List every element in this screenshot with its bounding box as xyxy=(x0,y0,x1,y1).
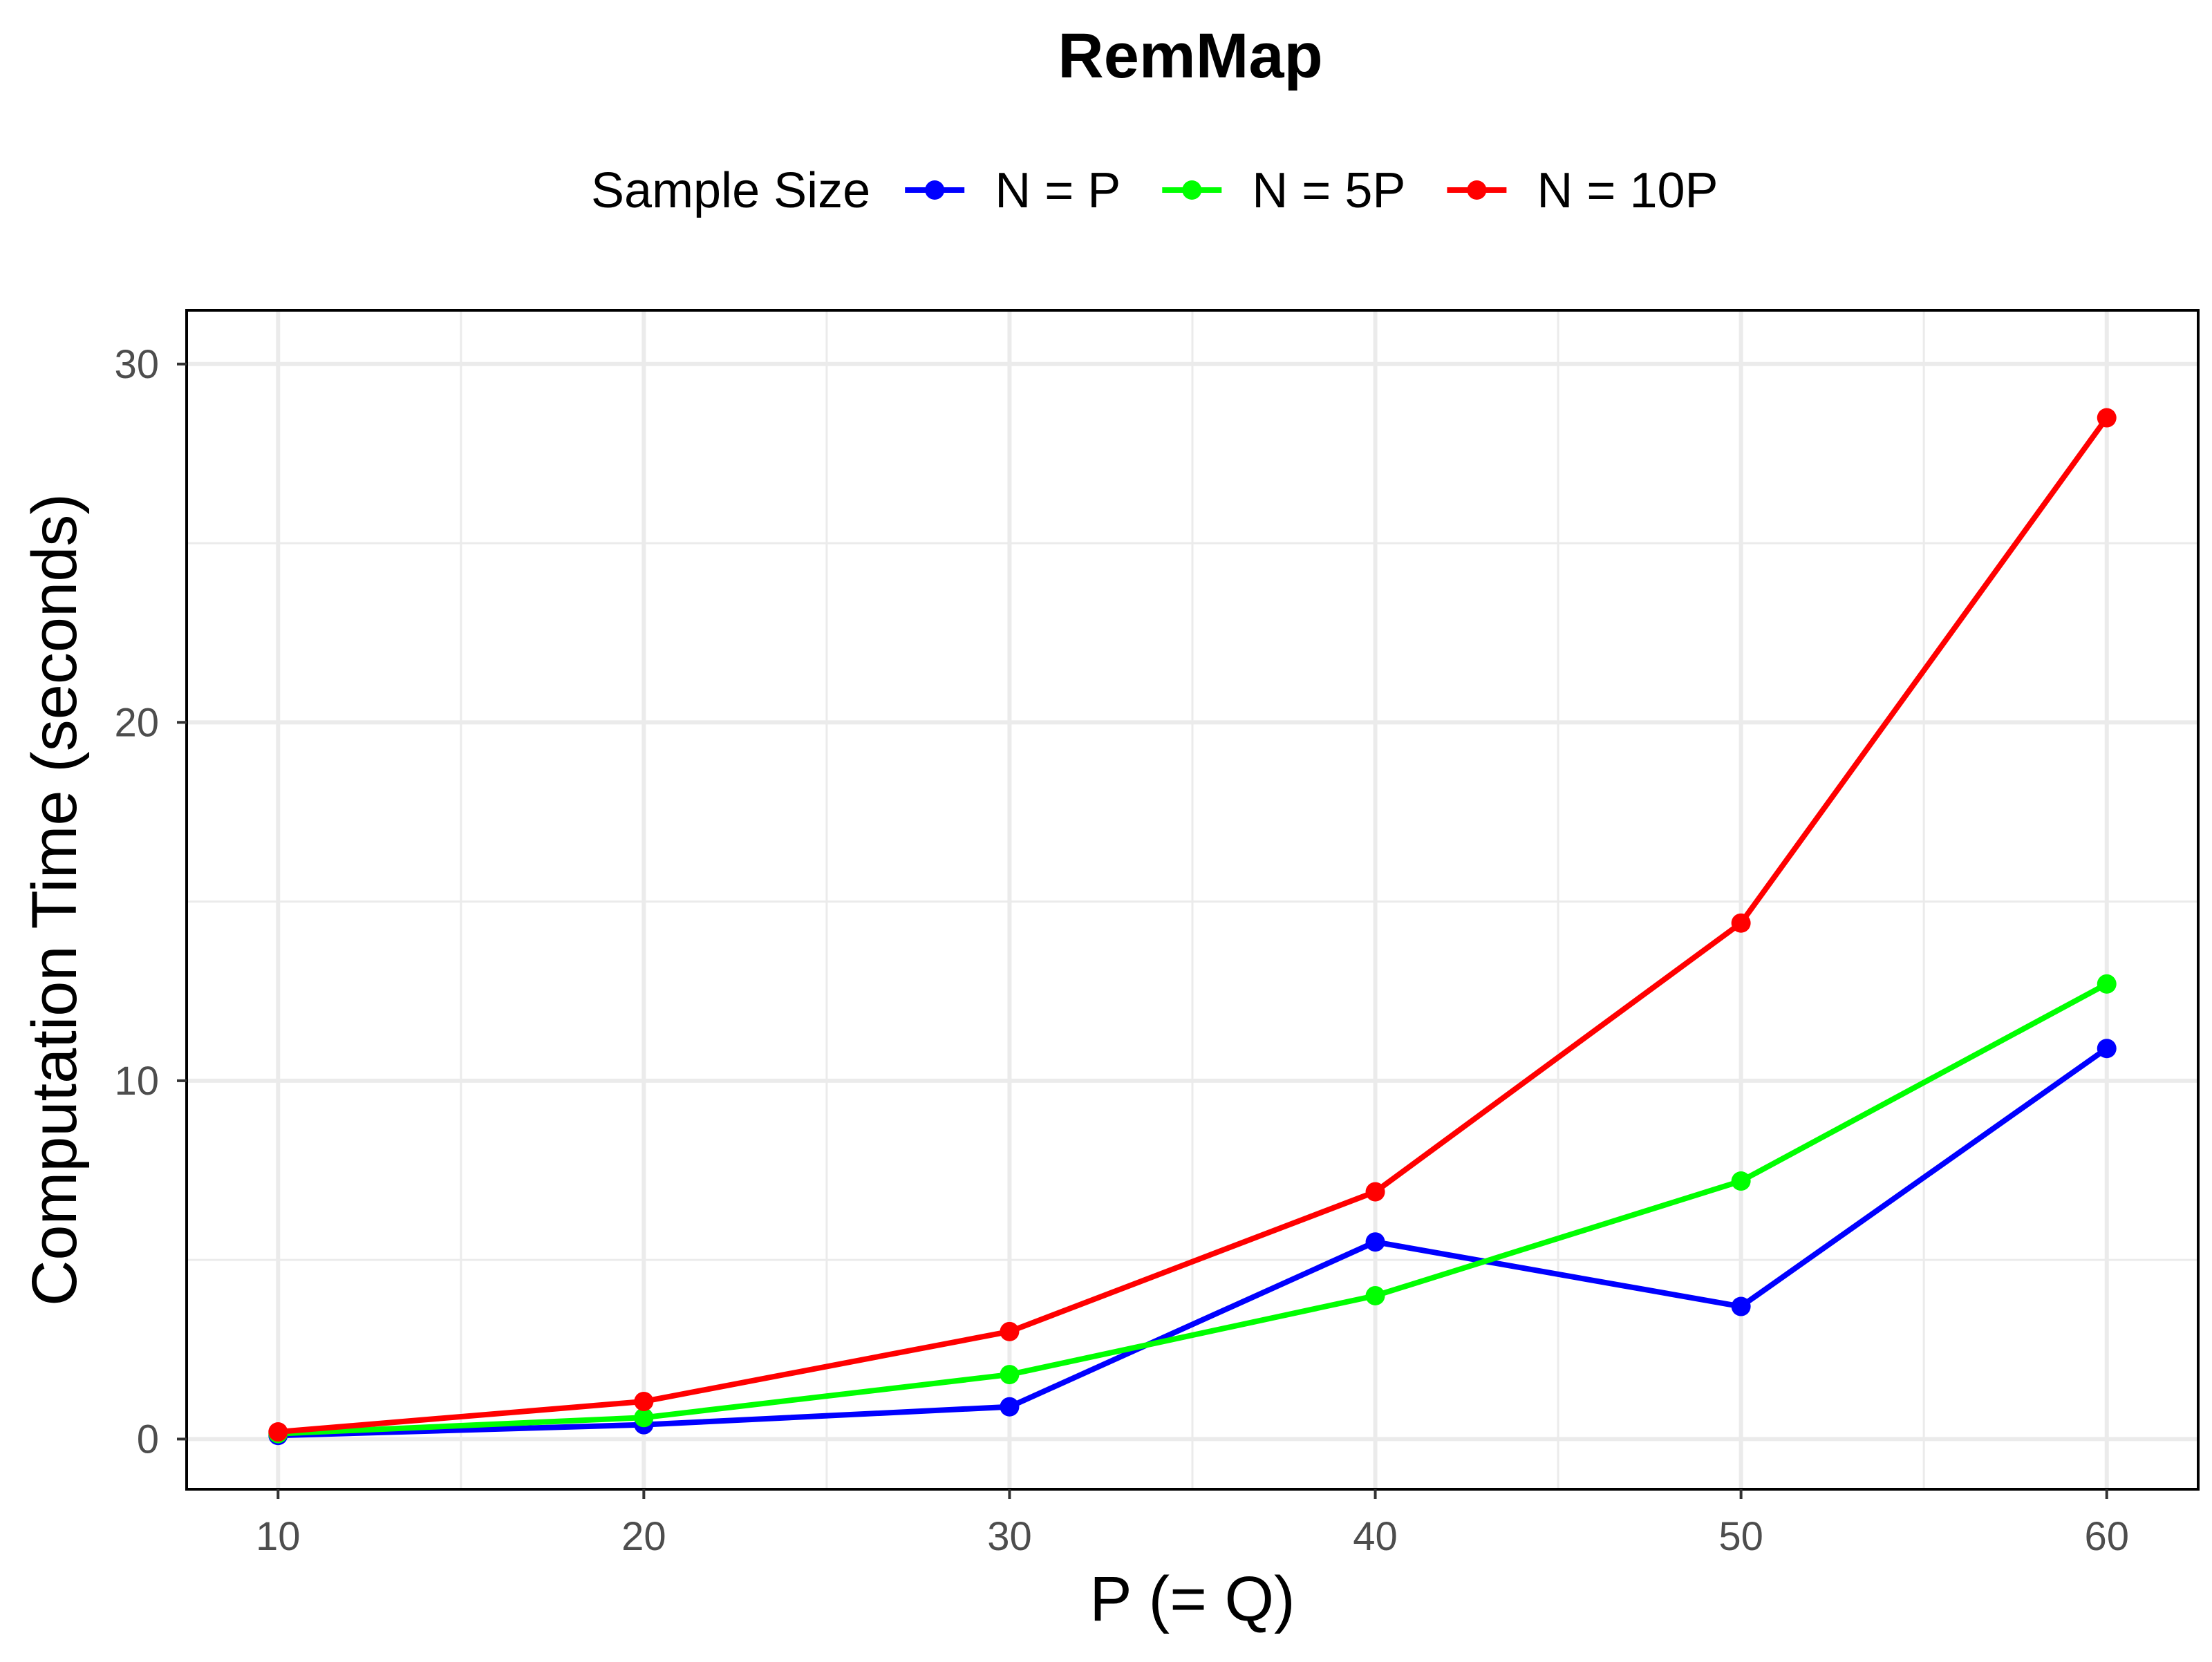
y-tick-label: 10 xyxy=(114,1059,159,1104)
chart-title: RemMap xyxy=(1058,21,1322,91)
legend-label: N = 10P xyxy=(1537,163,1718,218)
legend: Sample Size N = P N = 5P N = 10P xyxy=(591,163,1718,218)
data-point xyxy=(2097,974,2117,994)
y-axis-label: Computation Time (seconds) xyxy=(19,493,90,1306)
legend-key-point xyxy=(1182,180,1202,200)
plot-area xyxy=(185,309,2200,1491)
data-point xyxy=(1731,1171,1751,1191)
data-point xyxy=(2097,408,2117,428)
series-line xyxy=(275,1046,2110,1439)
grid xyxy=(187,310,2198,1489)
data-point xyxy=(2097,1039,2117,1059)
x-tick-label: 60 xyxy=(2084,1514,2129,1559)
series-layer xyxy=(268,408,2117,1446)
data-point xyxy=(1365,1182,1385,1202)
legend-key-point xyxy=(925,180,945,200)
y-tick-label: 20 xyxy=(114,700,159,745)
x-tick-label: 40 xyxy=(1353,1514,1398,1559)
data-point xyxy=(1731,1296,1751,1316)
legend-title: Sample Size xyxy=(591,163,870,218)
x-tick-label: 50 xyxy=(1718,1514,1763,1559)
plot-border xyxy=(185,309,2200,1491)
series-line xyxy=(275,981,2110,1437)
legend-key-point xyxy=(1467,180,1487,200)
y-axis: 0 10 20 30 xyxy=(114,342,187,1462)
x-tick-label: 20 xyxy=(621,1514,666,1559)
legend-label: N = 5P xyxy=(1252,163,1405,218)
x-tick-label: 10 xyxy=(256,1514,301,1559)
data-point xyxy=(1000,1397,1020,1417)
data-point xyxy=(1731,913,1751,933)
x-axis: 10 20 30 40 50 60 xyxy=(256,1489,2129,1559)
legend-label: N = P xyxy=(995,163,1121,218)
data-point xyxy=(634,1408,654,1428)
y-tick-label: 30 xyxy=(114,342,159,387)
y-tick-label: 0 xyxy=(137,1417,159,1462)
data-point xyxy=(1000,1365,1020,1385)
data-point xyxy=(268,1422,288,1442)
data-point xyxy=(1000,1321,1020,1341)
data-point xyxy=(1365,1232,1385,1252)
x-axis-label: P (= Q) xyxy=(1089,1564,1295,1634)
data-point xyxy=(634,1391,654,1411)
x-tick-label: 30 xyxy=(987,1514,1032,1559)
data-point xyxy=(1365,1285,1385,1305)
series-line xyxy=(275,415,2110,1435)
